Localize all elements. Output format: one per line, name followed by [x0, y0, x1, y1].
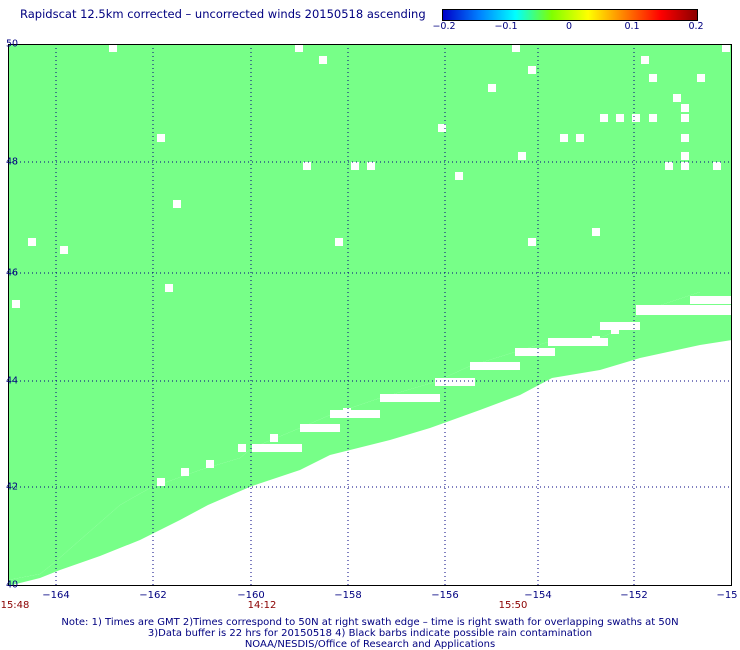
missing-cell: [528, 238, 536, 246]
missing-cell: [673, 94, 681, 102]
missing-cell: [592, 336, 600, 344]
missing-cell: [592, 228, 600, 236]
missing-cell: [488, 84, 496, 92]
missing-cell: [518, 152, 526, 160]
colorbar: [442, 9, 698, 21]
lon-label-152: −152: [620, 590, 648, 601]
missing-cell: [611, 326, 619, 334]
swath-fill: [8, 44, 732, 580]
missing-cell: [576, 134, 584, 142]
lon-label-164: −164: [42, 590, 70, 601]
note-line-3: NOAA/NESDIS/Office of Research and Appli…: [244, 639, 496, 650]
missing-cell: [157, 478, 165, 486]
lon-label-154: −154: [524, 590, 552, 601]
missing-cell: [343, 408, 351, 416]
map-frame: [8, 44, 732, 586]
lon-label-162: −162: [139, 590, 167, 601]
missing-cell: [681, 104, 689, 112]
swath-gap: [300, 424, 340, 432]
wind-data-fill: [8, 44, 732, 586]
missing-cell: [157, 134, 165, 142]
missing-cell: [165, 284, 173, 292]
missing-cell: [455, 172, 463, 180]
colorbar-label-zero: 0: [565, 21, 573, 32]
swath-gap: [252, 444, 302, 452]
lat-label-50: 50: [6, 38, 19, 50]
missing-cell: [649, 74, 657, 82]
swath-gap: [470, 362, 520, 370]
missing-cell: [665, 162, 673, 170]
missing-cell: [681, 114, 689, 122]
lon-label-150: −15: [716, 590, 738, 601]
swath-gap: [330, 410, 380, 418]
time-label-2: 14:12: [247, 600, 277, 611]
missing-cell: [560, 134, 568, 142]
swath-gap: [380, 394, 440, 402]
missing-cell: [270, 434, 278, 442]
lat-label-48: 48: [6, 156, 19, 168]
missing-cell: [722, 44, 730, 52]
missing-cell: [351, 162, 359, 170]
missing-cell: [438, 124, 446, 132]
lat-label-46: 46: [6, 267, 19, 279]
missing-cell: [616, 114, 624, 122]
missing-cell: [335, 238, 343, 246]
colorbar-label-neg: −0.1: [494, 21, 518, 32]
missing-cell: [697, 74, 705, 82]
swath-gap: [636, 305, 736, 315]
missing-cell: [238, 444, 246, 452]
missing-cell: [173, 200, 181, 208]
missing-cell: [295, 44, 303, 52]
missing-cell: [512, 44, 520, 52]
colorbar-label-max: 0.2: [688, 21, 704, 32]
swath-gap: [548, 338, 608, 346]
lon-label-156: −156: [431, 590, 459, 601]
note-line-2: 3)Data buffer is 22 hrs for 20150518 4) …: [147, 628, 593, 639]
time-label-1: 15:48: [0, 600, 30, 611]
lat-lon-grid: [8, 44, 732, 586]
missing-cell: [303, 162, 311, 170]
missing-cell: [528, 66, 536, 74]
missing-cell: [713, 162, 721, 170]
missing-cell: [181, 468, 189, 476]
lat-label-44: 44: [6, 375, 19, 387]
missing-cell: [681, 134, 689, 142]
colorbar-label-min: −0.2: [432, 21, 456, 32]
swath-gap: [600, 322, 640, 330]
missing-cell: [632, 114, 640, 122]
missing-cell: [60, 246, 68, 254]
missing-data-cells: [12, 44, 736, 486]
lon-label-158: −158: [334, 590, 362, 601]
missing-cell: [367, 162, 375, 170]
missing-cell: [649, 114, 657, 122]
missing-cell: [319, 56, 327, 64]
missing-cell: [600, 114, 608, 122]
missing-cell: [12, 300, 20, 308]
missing-cell: [206, 460, 214, 468]
swath-gap: [690, 296, 732, 304]
time-label-3: 15:50: [498, 600, 528, 611]
missing-cell: [681, 162, 689, 170]
swath-gap: [515, 348, 555, 356]
swath-fill-lower: [8, 292, 732, 586]
missing-cell: [681, 152, 689, 160]
missing-cell: [641, 56, 649, 64]
missing-cell: [109, 44, 117, 52]
chart-title: Rapidscat 12.5km corrected – uncorrected…: [20, 7, 426, 21]
lat-label-42: 42: [6, 481, 19, 493]
colorbar-label-pos: 0.1: [624, 21, 640, 32]
note-line-1: Note: 1) Times are GMT 2)Times correspon…: [61, 617, 679, 628]
missing-cell: [28, 238, 36, 246]
lon-label-160: −160: [237, 590, 265, 601]
lat-label-40: 40: [6, 579, 19, 591]
swath-gap: [435, 378, 475, 386]
